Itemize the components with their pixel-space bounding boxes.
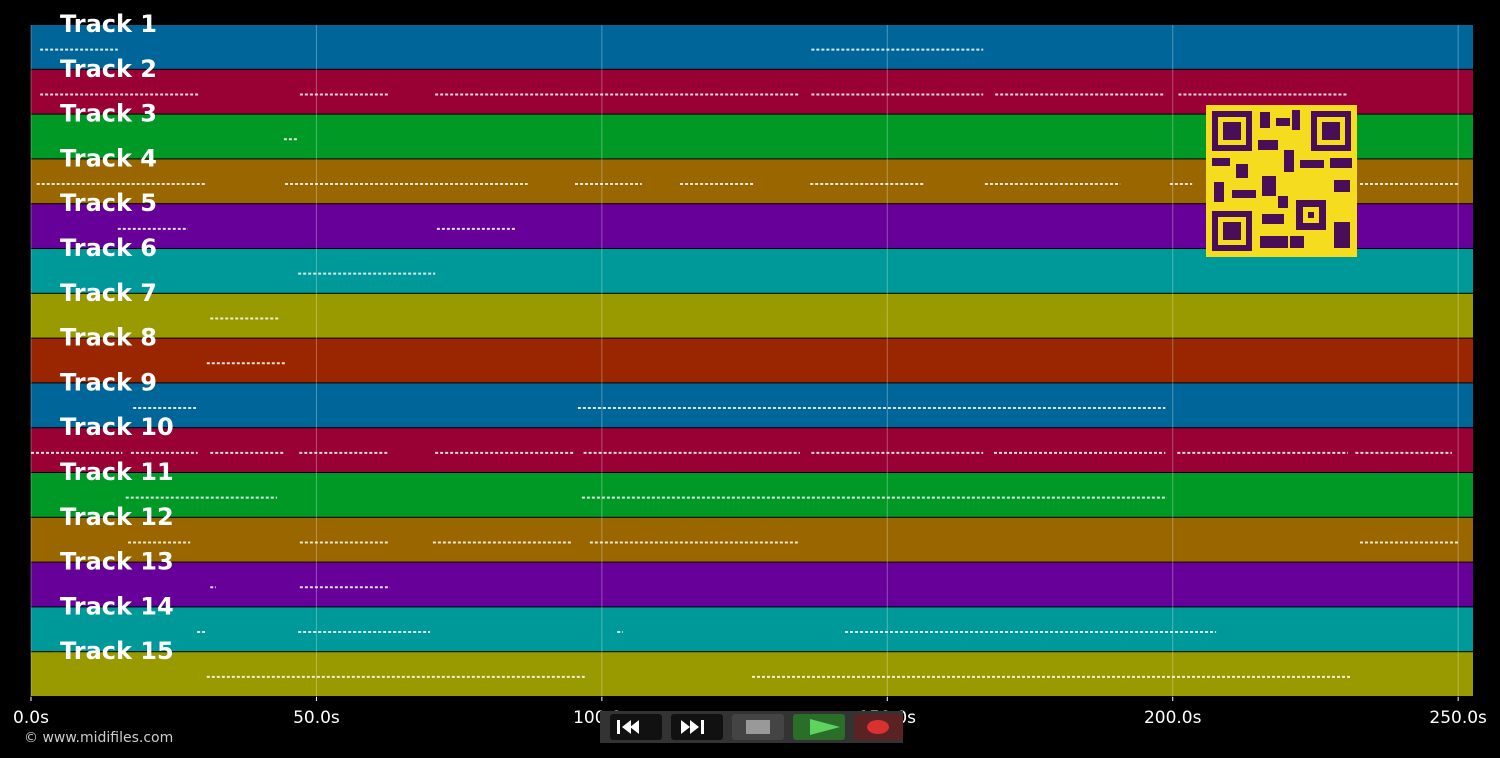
track-row (31, 338, 1473, 383)
copyright: © www.midifiles.com (24, 730, 173, 746)
track-label: Track 14 (60, 592, 174, 620)
track-row (31, 383, 1473, 428)
track-row (31, 428, 1473, 472)
record-button[interactable] (854, 714, 903, 740)
track-label: Track 13 (60, 548, 174, 576)
track-label: Track 5 (60, 189, 157, 217)
track-label: Track 7 (60, 279, 157, 307)
track-label: Track 4 (60, 144, 157, 172)
track-row (31, 607, 1473, 652)
x-tick-label: 50.0s (293, 708, 340, 728)
track-row (31, 652, 1473, 696)
track-label: Track 1 (60, 10, 157, 38)
track-label: Track 8 (60, 324, 157, 352)
track-label: Track 3 (60, 100, 157, 128)
grid (30, 25, 1459, 701)
track-row (31, 562, 1473, 607)
x-tick-label: 0.0s (13, 708, 49, 728)
track-row (31, 293, 1473, 338)
track-label: Track 9 (60, 368, 157, 396)
play-button[interactable] (793, 714, 845, 740)
track-label: Track 11 (60, 458, 174, 486)
track-label: Track 2 (60, 55, 157, 83)
track-label: Track 12 (60, 503, 174, 531)
stop-button[interactable] (732, 714, 784, 740)
x-tick-label: 250.0s (1429, 708, 1487, 728)
qr-code (1206, 105, 1357, 257)
x-tick-label: 200.0s (1144, 708, 1202, 728)
track-row (31, 25, 1473, 69)
track-label: Track 15 (60, 637, 174, 665)
track-label: Track 6 (60, 234, 157, 262)
rewind-button[interactable] (610, 714, 662, 740)
track-label: Track 10 (60, 413, 174, 441)
forward-button[interactable] (671, 714, 723, 740)
player-controls (600, 711, 903, 743)
notes (31, 48, 1459, 678)
track-row (31, 517, 1473, 562)
track-row (31, 473, 1473, 517)
